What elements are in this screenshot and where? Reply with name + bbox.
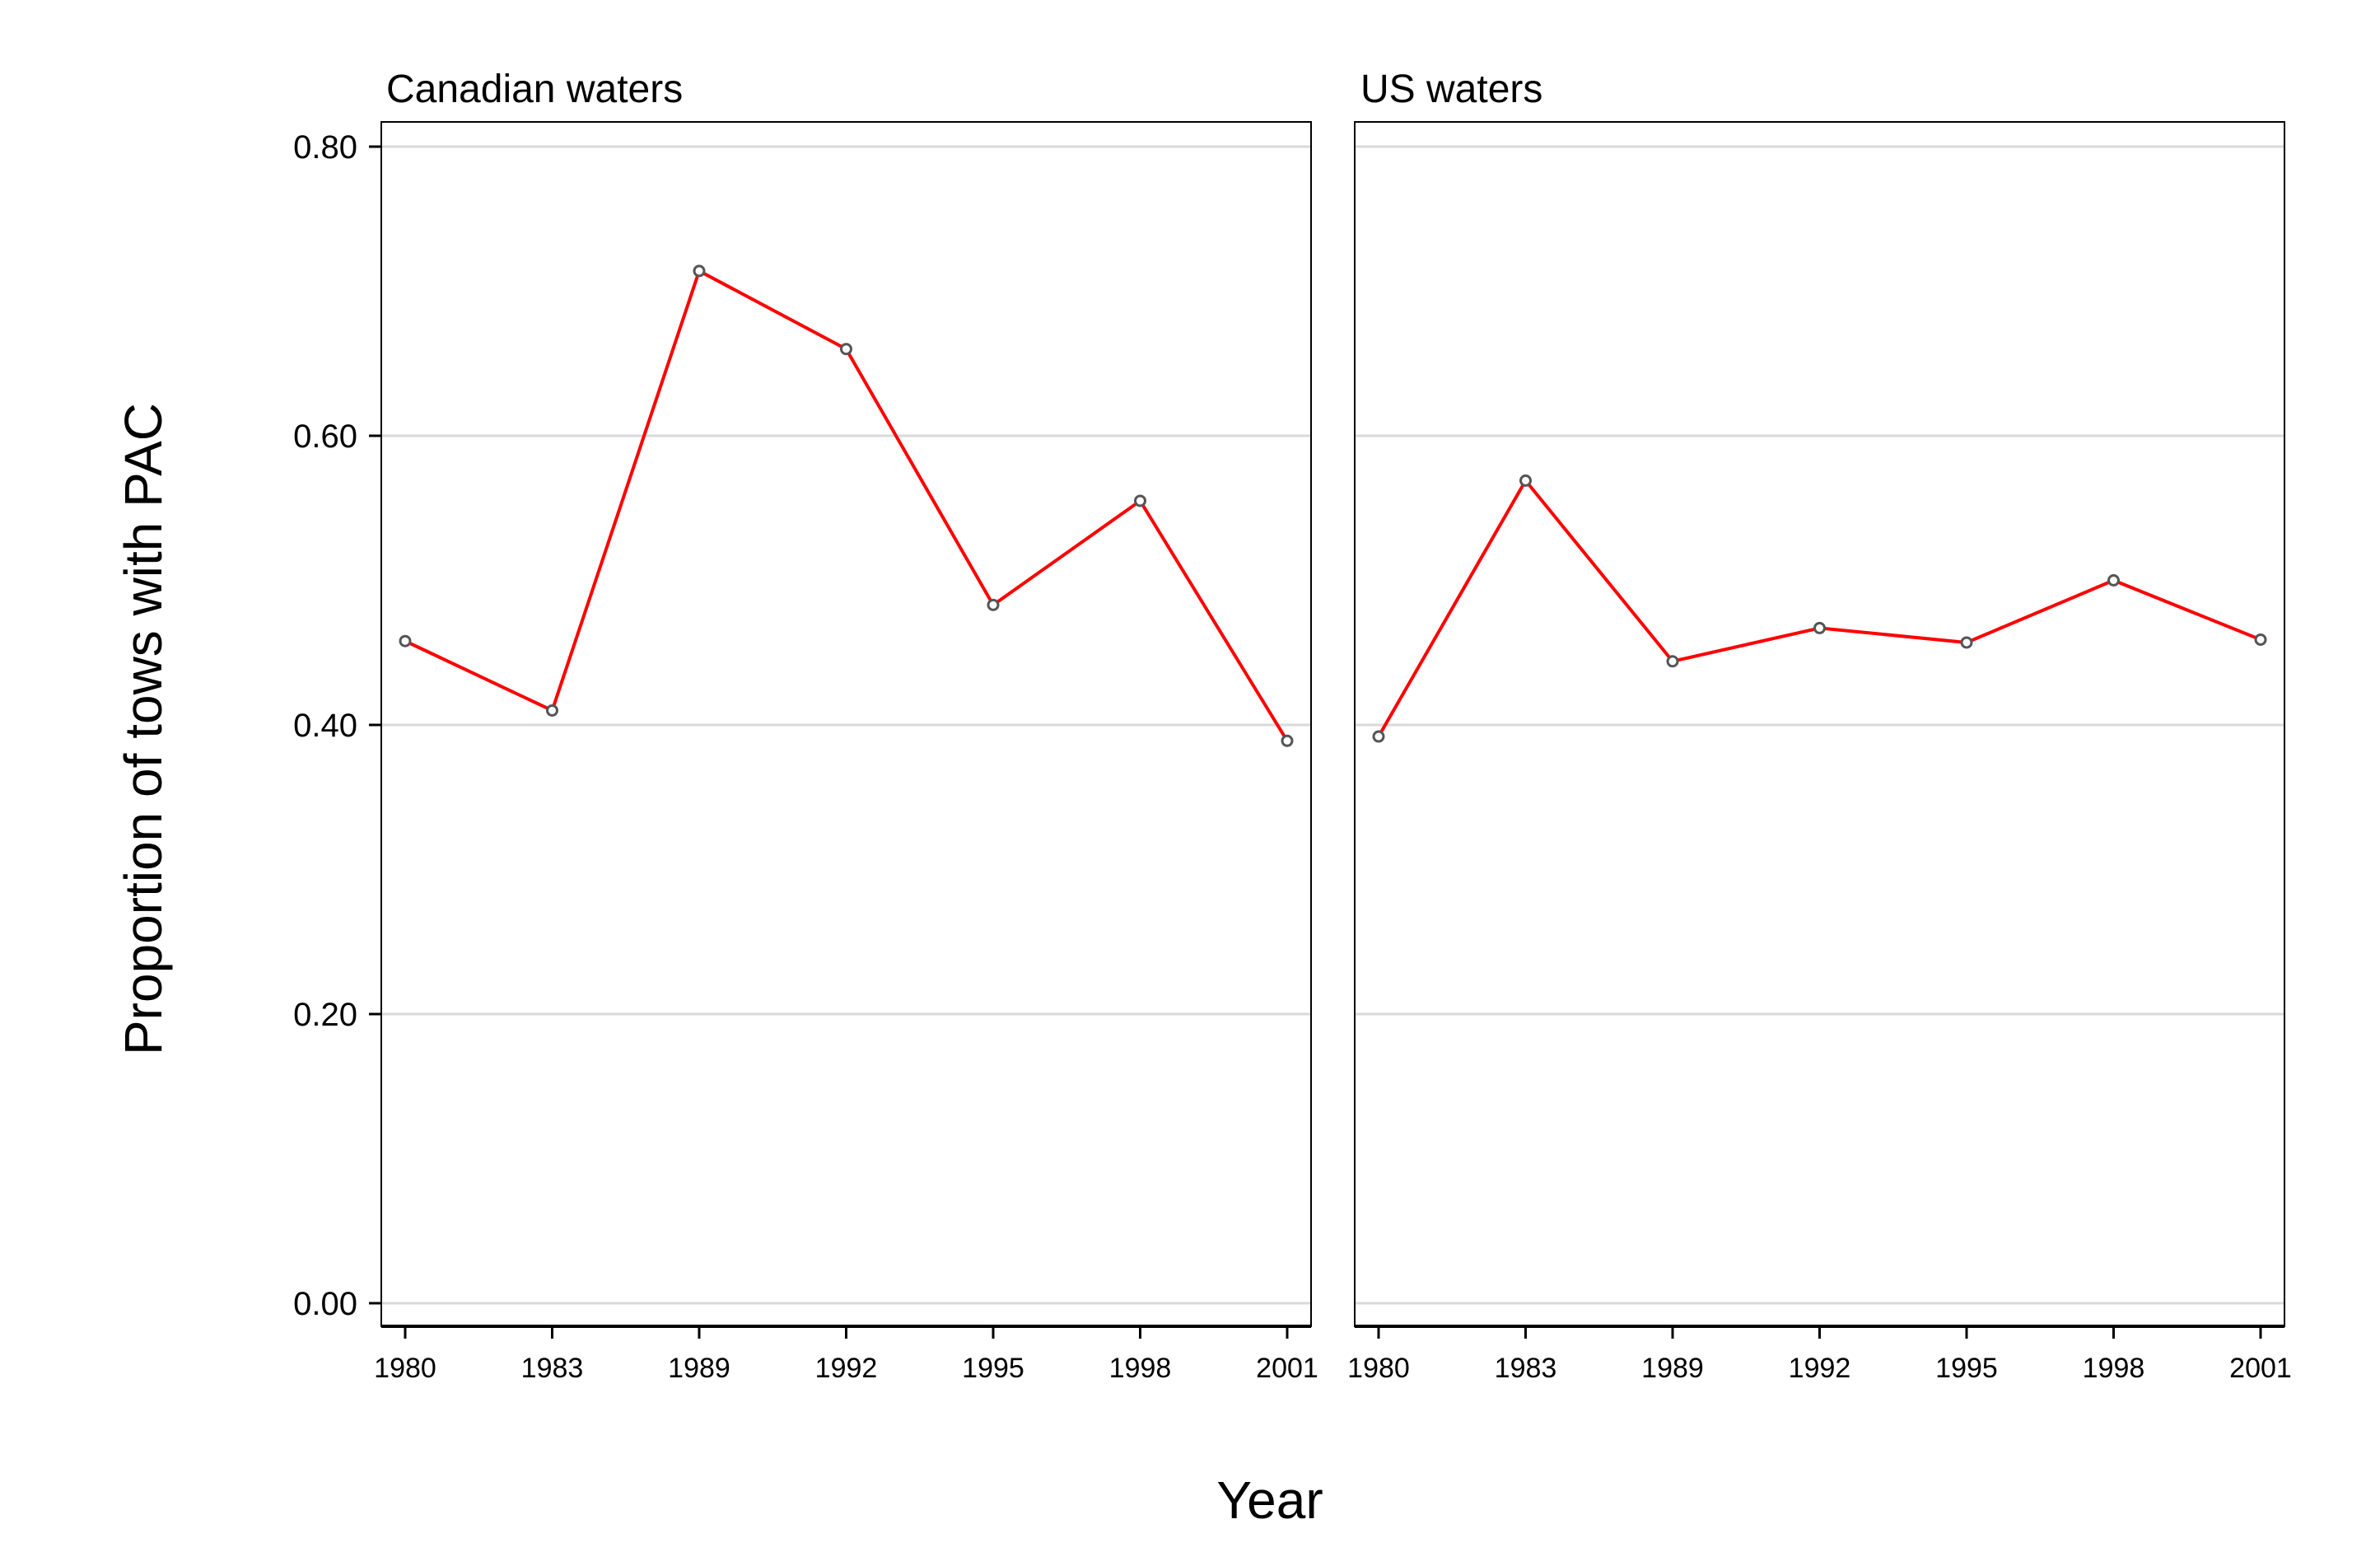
data-point: [1281, 734, 1294, 747]
x-tick-label: 1989: [668, 1353, 730, 1384]
y-tick-label: 0.80: [293, 129, 357, 166]
y-axis-title: Proportion of tows with PAC: [114, 403, 173, 1055]
panel-canadian-waters: Canadian waters 1980 1983 1989 1992 1995 1998…: [374, 68, 1318, 1384]
x-tick-label: 1998: [2083, 1353, 2145, 1384]
data-point: [1666, 655, 1679, 668]
y-axis: 0.00 0.20 0.40 0.60 0.80: [293, 129, 381, 1322]
x-tick-label: 1992: [815, 1353, 878, 1384]
data-point: [1519, 474, 1532, 487]
data-point: [693, 264, 706, 278]
x-tick-label: 2001: [2229, 1353, 2292, 1384]
data-point: [1960, 636, 1973, 649]
data-point: [1372, 730, 1385, 743]
x-tick-label: 1980: [1347, 1353, 1410, 1384]
x-axis-title: Year: [1216, 1470, 1323, 1530]
data-point: [546, 704, 558, 717]
x-tick-label: 1992: [1789, 1353, 1851, 1384]
y-tick-label: 0.00: [293, 1286, 357, 1322]
data-point: [1813, 621, 1826, 634]
data-point: [987, 598, 1000, 611]
data-point: [2107, 574, 2120, 587]
x-tick-label: 1980: [374, 1353, 436, 1384]
x-tick-label: 1995: [1935, 1353, 1998, 1384]
panel-title: Canadian waters: [386, 68, 683, 111]
data-point: [1134, 494, 1146, 507]
x-tick-label: 1995: [962, 1353, 1024, 1384]
data-point: [2254, 633, 2267, 646]
x-tick-label: 1989: [1641, 1353, 1704, 1384]
x-tick-label: 1983: [1495, 1353, 1557, 1384]
panel-us-waters: US waters 1980 1983 1989 1992 1995 1998 2001: [1347, 68, 2292, 1384]
y-tick-label: 0.20: [293, 997, 357, 1033]
x-tick-label: 2001: [1256, 1353, 1318, 1384]
y-tick-label: 0.60: [293, 418, 357, 455]
x-tick-label: 1998: [1109, 1353, 1172, 1384]
data-point: [399, 634, 412, 647]
data-point: [840, 343, 852, 356]
x-tick-label: 1983: [521, 1353, 584, 1384]
panel-title: US waters: [1360, 68, 1542, 111]
y-tick-label: 0.40: [293, 708, 357, 744]
